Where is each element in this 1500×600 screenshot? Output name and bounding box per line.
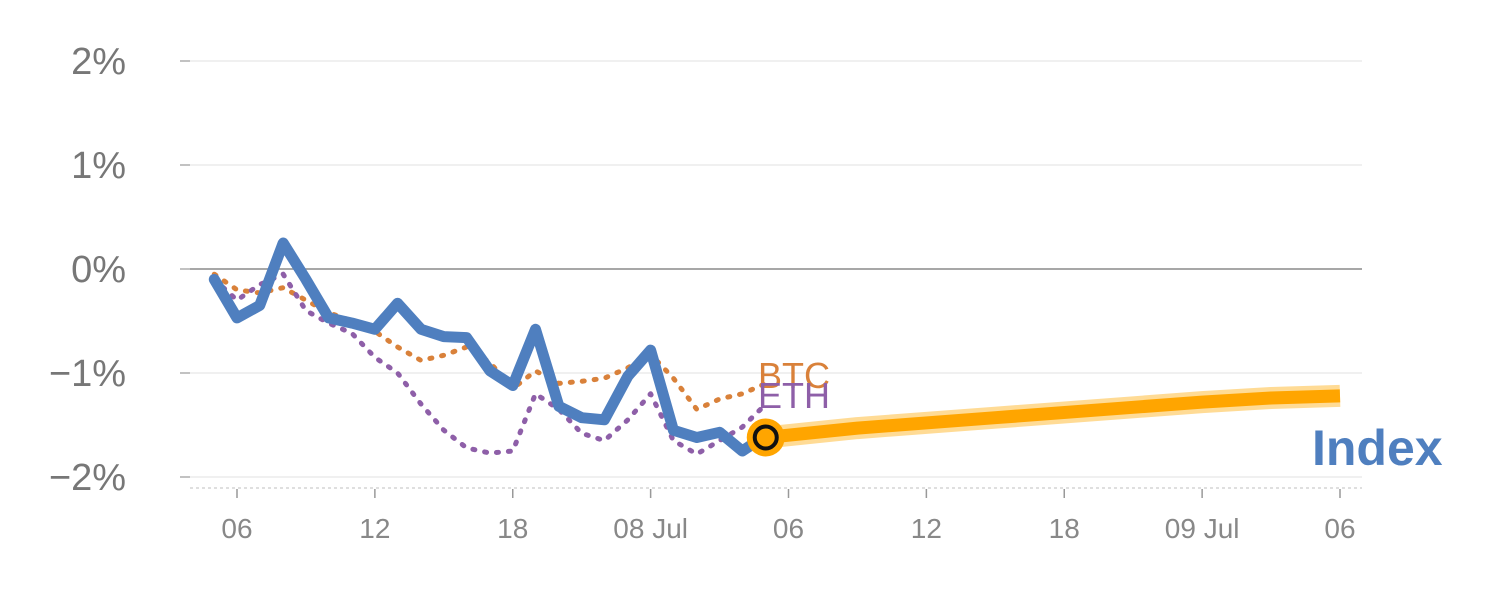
gridlines xyxy=(190,60,1362,478)
y-tick-label: 0% xyxy=(71,249,126,291)
y-tick-label: −2% xyxy=(49,457,126,499)
x-tick-label: 09 Jul xyxy=(1165,513,1240,544)
x-tick-label: 12 xyxy=(359,513,390,544)
x-tick-label: 08 Jul xyxy=(613,513,688,544)
index-projection-line xyxy=(765,389,1341,444)
x-axis: 06 12 18 08 Jul 06 12 18 09 Jul 06 xyxy=(190,487,1362,544)
btc-line xyxy=(211,271,769,412)
marker-dot xyxy=(752,424,779,451)
index-line xyxy=(208,237,772,457)
x-tick-label: 18 xyxy=(1049,513,1080,544)
series-labels: BTC ETH Index xyxy=(758,355,1443,476)
index-label: Index xyxy=(1312,420,1443,476)
y-tick-label: −1% xyxy=(49,353,126,395)
current-value-marker xyxy=(746,418,785,457)
y-tick-label: 2% xyxy=(71,41,126,83)
y-tick-label: 1% xyxy=(71,145,126,187)
series-lines xyxy=(208,237,1341,457)
x-tick-label: 06 xyxy=(221,513,252,544)
x-tick-label: 18 xyxy=(497,513,528,544)
eth-label: ETH xyxy=(758,375,830,416)
btc-label: BTC xyxy=(758,355,830,396)
y-axis: 2% 1% 0% −1% −2% xyxy=(49,41,190,499)
x-tick-label: 12 xyxy=(911,513,942,544)
x-tick-label: 06 xyxy=(1324,513,1355,544)
x-tick-label: 06 xyxy=(773,513,804,544)
